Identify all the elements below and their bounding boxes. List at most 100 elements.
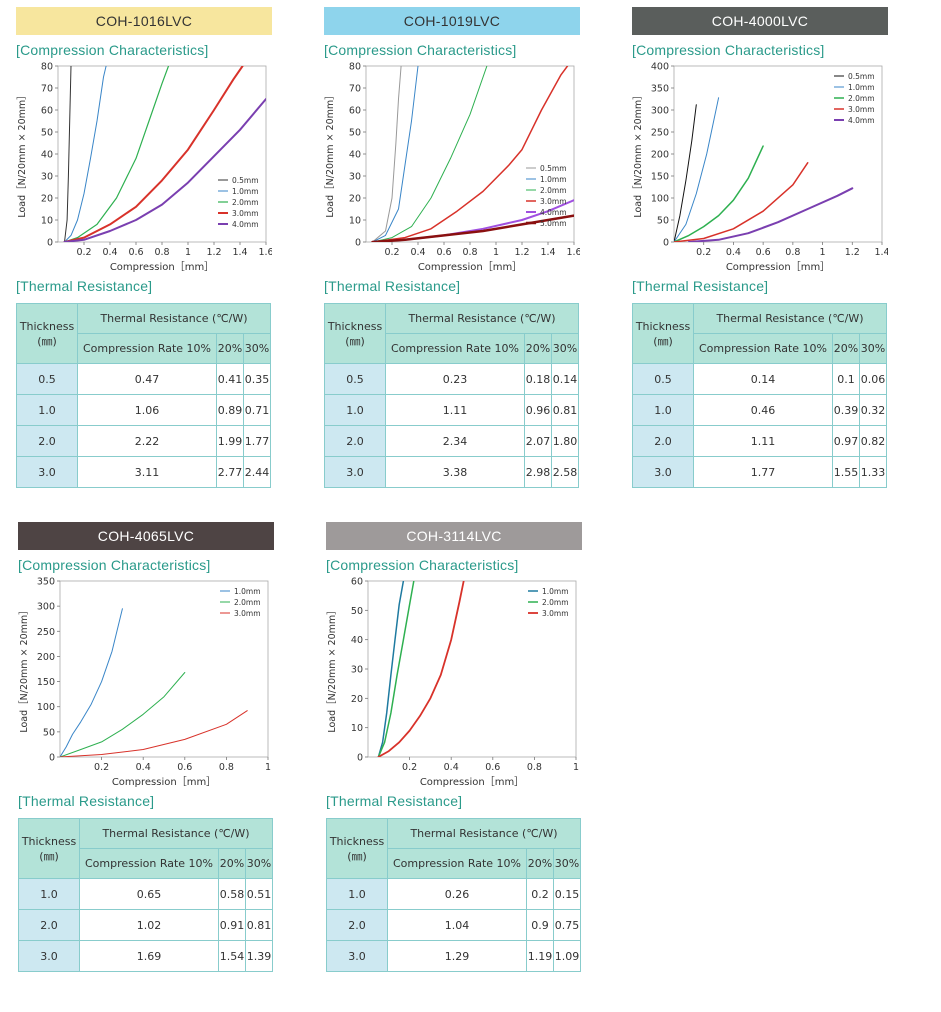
y-tick-label: 70 — [41, 84, 53, 95]
x-tick-label: 1 — [265, 762, 271, 773]
rate10-cell: 1.69 — [79, 940, 219, 972]
rate10-cell: 0.23 — [385, 363, 525, 395]
rate30-cell: 1.39 — [245, 940, 273, 972]
y-tick-label: 50 — [43, 727, 55, 738]
rate30-header: 30% — [553, 848, 581, 879]
x-tick-label: 0.4 — [410, 247, 425, 258]
x-tick-label: 1 — [185, 247, 191, 258]
x-tick-label: 0.6 — [485, 762, 500, 773]
series-line-0.5mm — [64, 66, 72, 242]
x-axis-label: Compression［mm］ — [112, 776, 216, 787]
rate30-cell: 1.80 — [551, 425, 579, 457]
rate10-header: Compression Rate 10% — [79, 848, 219, 879]
thickness-cell: 2.0 — [16, 425, 78, 457]
table-row: 0.5 0.23 0.18 0.14 — [324, 363, 579, 395]
y-axis-label: Load［N/20mm × 20mm］ — [633, 90, 644, 217]
y-tick-label: 0 — [357, 753, 363, 764]
x-tick-label: 1.2 — [514, 247, 529, 258]
x-tick-label: 1.4 — [540, 247, 555, 258]
x-tick-label: 0.6 — [128, 247, 143, 258]
thickness-header: Thickness (㎜) — [324, 303, 386, 364]
x-tick-label: 0.4 — [444, 762, 459, 773]
x-tick-label: 0.2 — [384, 247, 399, 258]
thermal-resistance-header: Thermal Resistance (℃/W) — [693, 303, 887, 334]
series-group — [63, 66, 266, 242]
y-tick-label: 150 — [37, 677, 55, 688]
x-tick-label: 0.8 — [154, 247, 169, 258]
x-tick-label: 0.2 — [402, 762, 417, 773]
thickness-unit: (㎜) — [37, 334, 57, 348]
thickness-unit: (㎜) — [347, 849, 367, 863]
rate20-cell: 0.9 — [526, 909, 554, 941]
thickness-label: Thickness — [327, 319, 383, 333]
y-tick-label: 10 — [351, 723, 363, 734]
thermal-table: Thickness (㎜) Thermal Resistance (℃/W) Comp… — [324, 303, 579, 488]
y-tick-label: 200 — [651, 150, 669, 161]
y-tick-label: 40 — [351, 635, 363, 646]
table-row: 1.0 1.11 0.96 0.81 — [324, 394, 579, 426]
thickness-label: Thickness — [329, 834, 385, 848]
rate10-cell: 0.46 — [693, 394, 833, 426]
series-line-0.5mm — [674, 104, 697, 242]
legend-label: 1.0mm — [234, 587, 261, 596]
rate30-cell: 0.75 — [553, 909, 581, 941]
legend-label: 0.5mm — [540, 164, 567, 173]
x-tick-label: 1.2 — [845, 247, 860, 258]
rate20-header: 20% — [526, 848, 554, 879]
thickness-cell: 3.0 — [18, 940, 80, 972]
series-line-0.5mm — [372, 66, 402, 242]
x-tick-label: 0.8 — [785, 247, 800, 258]
product-title: COH-1016LVC — [16, 7, 272, 35]
rate10-cell: 3.11 — [77, 456, 217, 488]
thickness-cell: 1.0 — [632, 394, 694, 426]
rate10-cell: 1.11 — [385, 394, 525, 426]
compression-chart: 0.2 0.4 0.6 0.8 1 1.2 1.4 1.6 0 10 20 30 40 50 60 70 80 C… — [325, 62, 580, 272]
rate20-cell: 2.07 — [524, 425, 552, 457]
rate20-cell: 0.39 — [832, 394, 860, 426]
series-line-4.0mm — [63, 98, 266, 242]
rate10-cell: 1.06 — [77, 394, 217, 426]
product-card: COH-1016LVC [Compression Characteristics… — [16, 7, 272, 488]
x-axis-label: Compression［mm］ — [420, 776, 524, 787]
rate10-header: Compression Rate 10% — [693, 333, 833, 364]
y-tick-label: 40 — [349, 150, 361, 161]
rate20-cell: 0.58 — [218, 878, 246, 910]
thermal-table: Thickness (㎜) Thermal Resistance (℃/W) Comp… — [16, 303, 271, 488]
compression-heading: [Compression Characteristics] — [16, 42, 209, 58]
x-tick-label: 0.8 — [527, 762, 542, 773]
table-row: 1.0 0.65 0.58 0.51 — [18, 878, 273, 910]
legend-label: 1.0mm — [540, 175, 567, 184]
y-tick-label: 0 — [355, 238, 361, 249]
thickness-label: Thickness — [19, 319, 75, 333]
thickness-header: Thickness (㎜) — [632, 303, 694, 364]
thickness-cell: 3.0 — [326, 940, 388, 972]
legend-label: 1.0mm — [232, 187, 259, 196]
thermal-heading: [Thermal Resistance] — [324, 278, 461, 294]
y-tick-label: 30 — [41, 172, 53, 183]
rate20-cell: 0.1 — [832, 363, 860, 395]
x-tick-label: 0.2 — [94, 762, 109, 773]
x-tick-label: 0.2 — [696, 247, 711, 258]
rate20-header: 20% — [832, 333, 860, 364]
x-tick-label: 1 — [820, 247, 826, 258]
legend-label: 2.0mm — [232, 198, 259, 207]
rate30-header: 30% — [245, 848, 273, 879]
series-line-3.0mm — [377, 581, 465, 757]
compression-heading: [Compression Characteristics] — [324, 42, 517, 58]
thickness-cell: 0.5 — [632, 363, 694, 395]
y-tick-label: 10 — [349, 216, 361, 227]
rate30-cell: 1.77 — [243, 425, 271, 457]
rate20-cell: 1.54 — [218, 940, 246, 972]
rate30-cell: 0.14 — [551, 363, 579, 395]
y-tick-label: 20 — [351, 694, 363, 705]
table-row: 3.0 3.38 2.98 2.58 — [324, 456, 579, 488]
table-row: 1.0 0.26 0.2 0.15 — [326, 878, 581, 910]
legend-label: 1.0mm — [542, 587, 569, 596]
thermal-table: Thickness (㎜) Thermal Resistance (℃/W) Comp… — [326, 818, 581, 972]
series-line-2.0mm — [60, 672, 186, 757]
x-tick-label: 0.6 — [756, 247, 771, 258]
thermal-resistance-header: Thermal Resistance (℃/W) — [79, 818, 273, 849]
legend-label: 2.0mm — [542, 598, 569, 607]
product-card: COH-4065LVC [Compression Characteristics… — [18, 522, 274, 972]
thickness-unit: (㎜) — [345, 334, 365, 348]
